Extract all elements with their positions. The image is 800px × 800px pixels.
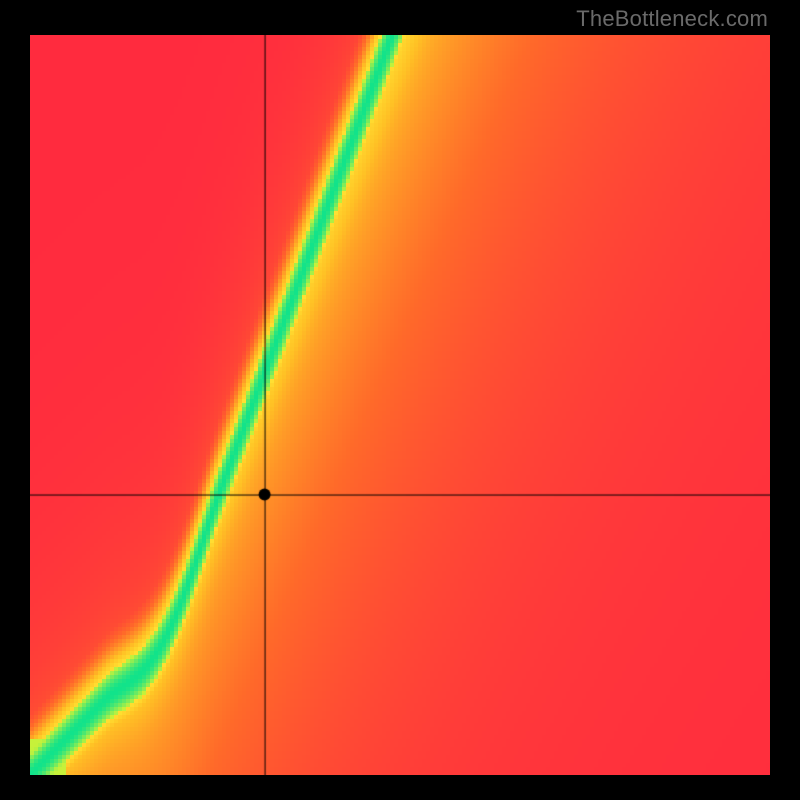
bottleneck-heatmap [30,35,770,775]
watermark-text: TheBottleneck.com [576,6,768,32]
chart-container: TheBottleneck.com [0,0,800,800]
